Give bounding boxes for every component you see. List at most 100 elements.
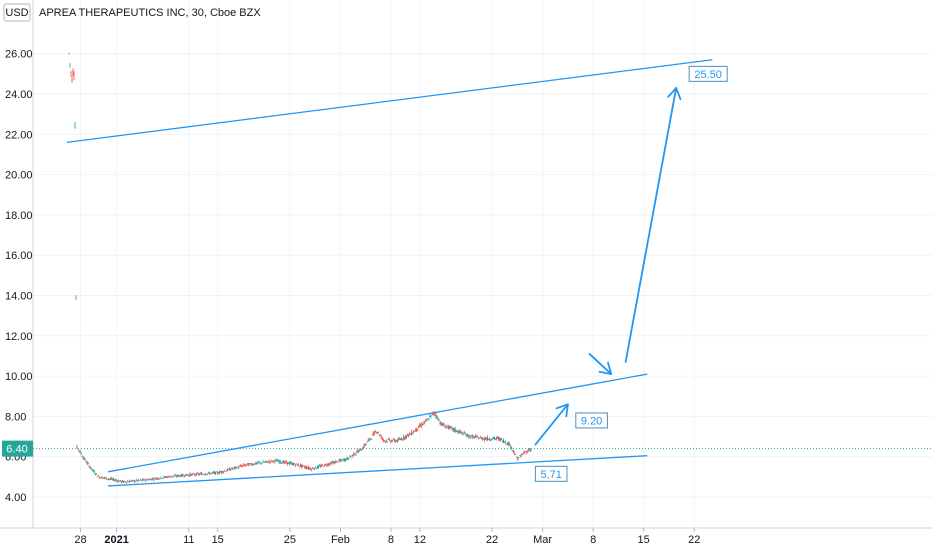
price-annotation[interactable]: 25.50 [688, 65, 728, 82]
candle-body [468, 435, 470, 438]
candle-body [347, 457, 349, 460]
candle-body [95, 473, 97, 475]
candle-body [448, 426, 450, 430]
candle-body [175, 476, 177, 478]
candle-body [315, 466, 317, 469]
candle-body [487, 439, 489, 440]
trendlines[interactable] [66, 59, 713, 487]
y-tick-label: 26.00 [5, 49, 33, 61]
candle-body [450, 427, 452, 428]
candle-body [431, 413, 433, 415]
candle-body [330, 462, 332, 464]
y-axis[interactable]: 4.006.008.0010.0012.0014.0016.0018.0020.… [5, 49, 33, 504]
candle-body [114, 479, 116, 481]
candle-body [149, 478, 151, 480]
candle-body [421, 423, 423, 427]
candle-body [73, 75, 75, 77]
candle-body [346, 457, 348, 460]
candle-body [505, 442, 507, 444]
candle-body [233, 467, 235, 469]
candle-body [480, 437, 482, 440]
candle-body [445, 426, 447, 428]
candle-body [276, 461, 278, 462]
candle-body [298, 465, 300, 467]
candle-body [138, 479, 140, 481]
candle-body [378, 434, 380, 436]
candle-body [414, 430, 416, 432]
candle-body [388, 439, 390, 441]
candle-body [458, 431, 460, 434]
candle-body [198, 473, 200, 475]
candle-body [229, 468, 231, 471]
candle-body [170, 476, 172, 478]
currency-badge-box[interactable] [3, 3, 31, 22]
trendline-lower-channel[interactable] [107, 455, 648, 487]
candle-body [245, 464, 247, 466]
candle-body [193, 474, 195, 475]
candle-body [284, 461, 286, 463]
candle-body [289, 462, 291, 464]
candle-body [459, 430, 461, 432]
candle-body [513, 451, 515, 454]
candle-body [379, 435, 381, 436]
candle-body [225, 471, 227, 472]
candle-body [341, 459, 343, 462]
candle-body [119, 480, 121, 482]
candle-body [496, 437, 498, 439]
candle-body [511, 447, 513, 449]
y-tick-label: 10.00 [5, 371, 33, 383]
candle-body [124, 480, 126, 482]
candle-body [359, 448, 361, 450]
candle-body [307, 467, 309, 469]
candle-body [524, 452, 526, 454]
candle-body [523, 451, 525, 453]
candle-body [435, 415, 437, 417]
candle-body [210, 472, 212, 474]
candle-body [265, 460, 267, 462]
candle-body [333, 462, 335, 463]
candle-body [376, 432, 378, 434]
candle-body [413, 431, 415, 433]
candle-body [319, 465, 321, 467]
candle-body [491, 437, 493, 440]
arrows[interactable] [534, 87, 682, 446]
x-axis[interactable]: 28 2021 11 15 25 Feb 8 12 22 Mar 8 15 22 [74, 528, 700, 546]
candle-body [297, 464, 299, 466]
arrow[interactable] [588, 353, 613, 375]
x-tick-label: Feb [331, 534, 350, 546]
arrow[interactable] [624, 87, 682, 363]
candle-body [93, 471, 95, 473]
candle-body [473, 436, 475, 439]
candle-body [320, 465, 322, 467]
candle-body [383, 440, 385, 442]
candle-body [308, 466, 310, 469]
candle-body [260, 462, 262, 464]
last-price-tag: 6.40 [2, 440, 33, 457]
price-annotation[interactable]: 9.20 [575, 412, 608, 429]
candle-body [337, 462, 339, 464]
candle-body [208, 473, 210, 475]
candle-body [365, 443, 367, 445]
candle-body [152, 478, 154, 480]
arrow-shaft [588, 353, 613, 375]
candle-body [241, 465, 243, 467]
candle-body [422, 424, 424, 426]
candle-body [502, 440, 504, 443]
candle-body [161, 478, 163, 480]
price-annotations[interactable]: 25.50 9.20 5.71 [534, 65, 728, 482]
candle-body [190, 474, 192, 476]
candle-body [224, 470, 226, 472]
candle-body [157, 477, 159, 479]
candle-body [271, 461, 273, 463]
candle-body [76, 445, 78, 448]
currency-badge[interactable]: USD [5, 7, 28, 19]
candle-body [443, 424, 445, 426]
candle-body [287, 462, 289, 464]
arrow[interactable] [534, 403, 569, 446]
candle-body [357, 451, 359, 453]
price-annotation[interactable]: 5.71 [534, 465, 568, 482]
trendline-top-channel[interactable] [66, 59, 713, 144]
candle-body [142, 479, 144, 481]
trendline-upper-channel[interactable] [107, 373, 648, 473]
